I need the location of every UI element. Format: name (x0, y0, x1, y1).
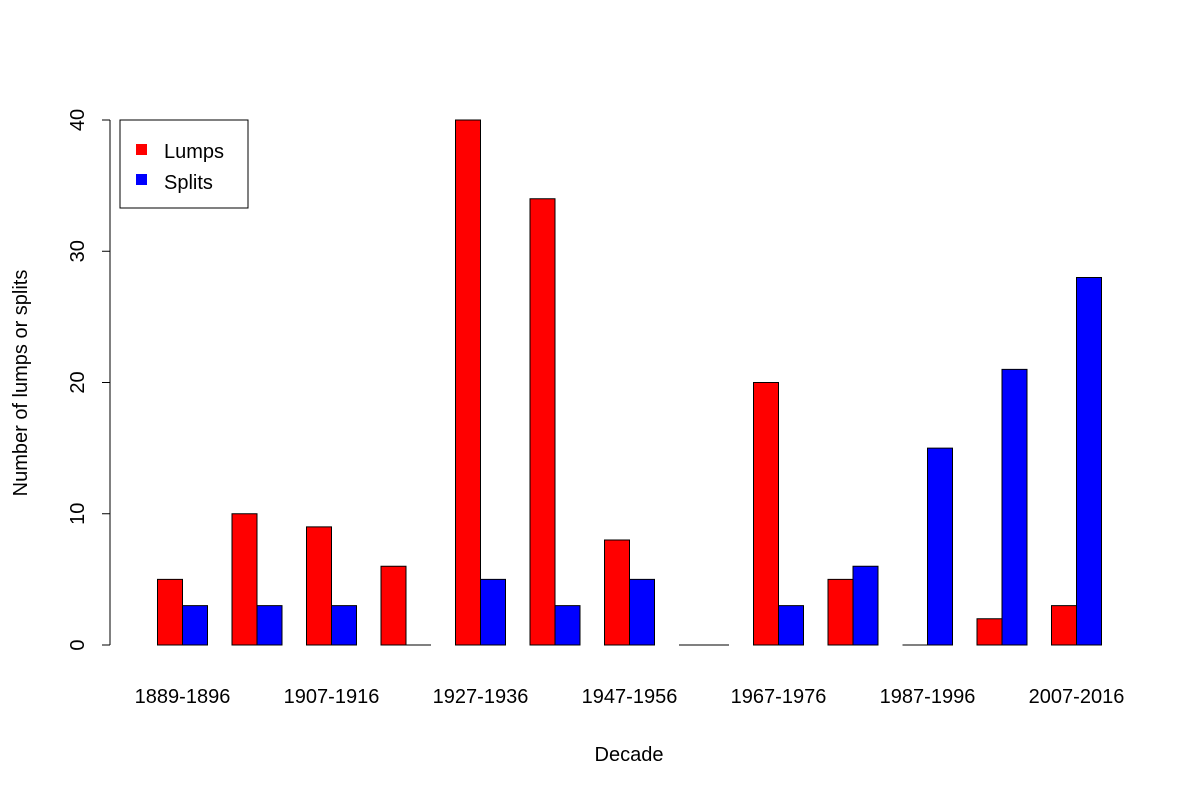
legend-swatch-lumps (136, 144, 147, 155)
y-tick-label: 0 (67, 639, 89, 650)
bar-splits-6 (629, 578, 655, 646)
bar-lumps-3 (380, 565, 407, 646)
bar-splits-10 (927, 447, 953, 646)
bar-lumps-1 (231, 513, 258, 646)
y-tick-label: 40 (67, 109, 89, 131)
bar-lumps-8 (753, 382, 779, 646)
x-tick-label: 1947-1956 (582, 686, 678, 708)
bar-splits-8 (778, 605, 804, 646)
x-tick-label: 1907-1916 (284, 686, 380, 708)
legend-swatch-splits (136, 174, 147, 185)
bar-lumps-4 (455, 119, 481, 646)
bar-lumps-9 (827, 578, 854, 646)
y-tick-label: 20 (67, 371, 89, 393)
legend-box (119, 119, 249, 209)
bar-lumps-5 (529, 198, 556, 646)
y-axis: 0 10 20 30 40 (67, 109, 111, 651)
bar-splits-2 (331, 605, 357, 646)
y-tick-label: 10 (67, 503, 89, 525)
bar-lumps-2 (306, 526, 332, 646)
bar-splits-9 (852, 565, 879, 646)
bar-lumps-6 (604, 539, 630, 646)
bar-splits-1 (256, 605, 283, 646)
bar-lumps-12 (1051, 605, 1077, 646)
legend: Lumps Splits (119, 119, 249, 209)
bar-splits-11 (1001, 368, 1028, 646)
bar-splits-4 (480, 578, 506, 646)
x-tick-label: 1927-1936 (433, 686, 529, 708)
legend-label-splits: Splits (164, 172, 213, 194)
y-axis-title: Number of lumps or splits (10, 270, 32, 497)
x-tick-label: 1889-1896 (135, 686, 231, 708)
x-tick-label: 1987-1996 (880, 686, 976, 708)
bar-lumps-11 (976, 618, 1003, 646)
bar-splits-0 (182, 605, 208, 646)
legend-label-lumps: Lumps (164, 141, 224, 163)
y-tick-label: 30 (67, 240, 89, 262)
bars-group (157, 119, 1102, 646)
x-tick-label: 1967-1976 (731, 686, 827, 708)
x-tick-label: 2007-2016 (1029, 686, 1125, 708)
bar-splits-12 (1076, 277, 1102, 646)
bar-lumps-0 (157, 578, 183, 646)
x-axis-title: Decade (595, 744, 664, 766)
x-tick-labels: 1889-1896 1907-1916 1927-1936 1947-1956 1967… (135, 686, 1125, 708)
bar-splits-5 (554, 605, 581, 646)
